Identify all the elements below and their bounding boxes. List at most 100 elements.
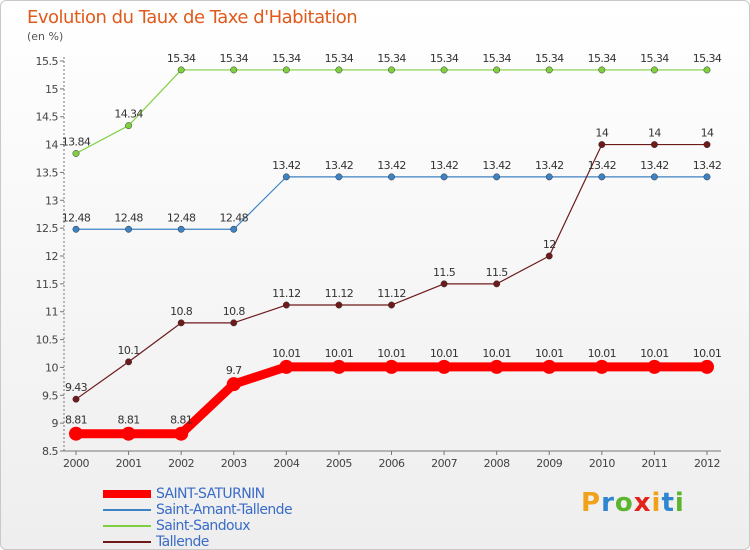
data-labels-layer: 13.84 14.34 15.34 15.34 15.34 15.34 15.34 15.34… <box>62 52 723 427</box>
x-tick-label: 2009 <box>536 457 562 470</box>
data-label: 9.7 <box>226 364 242 377</box>
legend-label: Saint-Amant-Tallende <box>156 502 293 518</box>
y-tick-label: 13 <box>45 194 58 207</box>
data-point <box>703 141 711 149</box>
x-tick-label: 2007 <box>431 457 457 470</box>
data-point <box>594 359 609 374</box>
data-label: 11.12 <box>377 287 406 300</box>
chart-title: Evolution du Taux de Taxe d'Habitation <box>27 7 358 28</box>
series-layer <box>69 66 714 441</box>
data-label: 13.84 <box>62 135 91 148</box>
data-label: 11.12 <box>272 287 301 300</box>
data-point <box>125 358 133 366</box>
data-label: 15.34 <box>693 52 722 65</box>
legend-label: Saint-Sandoux <box>156 518 251 534</box>
legend-label: Tallende <box>156 534 209 550</box>
x-tick-label: 2008 <box>484 457 510 470</box>
data-point <box>545 173 553 181</box>
data-label: 10.01 <box>325 347 354 360</box>
data-point <box>650 141 658 149</box>
y-tick-label: 14 <box>45 139 58 152</box>
y-tick-label: 11 <box>45 306 58 319</box>
y-tick-label: 10.5 <box>36 334 59 347</box>
legend-swatch <box>103 525 151 527</box>
data-point <box>650 66 658 74</box>
data-label: 13.42 <box>272 159 301 172</box>
data-label: 8.81 <box>170 414 192 427</box>
x-tick-label: 2006 <box>379 457 405 470</box>
data-point <box>598 66 606 74</box>
y-tick-label: 8.5 <box>42 445 58 458</box>
data-point <box>647 359 662 374</box>
data-point <box>72 225 80 233</box>
data-label: 15.34 <box>640 52 669 65</box>
axes: 8.5 9 9.5 10 10.5 11 11.5 12 12.5 13 13.5 14 14.5 15 1… <box>36 55 721 470</box>
data-label: 12.48 <box>62 211 91 224</box>
data-label: 12.48 <box>114 211 143 224</box>
logo-letter: P <box>581 488 602 518</box>
data-point <box>230 225 238 233</box>
data-label: 10.01 <box>693 347 722 360</box>
data-point <box>230 319 238 327</box>
series-line-saint-sandoux <box>75 69 707 155</box>
y-tick-label: 13.5 <box>36 166 59 179</box>
data-point <box>125 122 133 130</box>
data-point <box>177 225 185 233</box>
data-label: 14 <box>701 127 714 140</box>
logo-letter: t <box>661 488 675 518</box>
y-tick-label: 11.5 <box>36 278 59 291</box>
data-point <box>489 359 504 374</box>
data-label: 15.34 <box>325 52 354 65</box>
data-label: 10.01 <box>430 347 459 360</box>
data-point <box>282 301 290 309</box>
data-point <box>69 426 83 441</box>
y-tick-label: 9.5 <box>42 389 58 402</box>
y-tick-label: 15 <box>45 83 58 96</box>
data-point <box>177 66 185 74</box>
data-point <box>125 225 133 233</box>
data-label: 13.42 <box>377 159 406 172</box>
data-point <box>282 173 290 181</box>
data-point <box>177 319 185 327</box>
proxiti-logo: Proxiti <box>581 488 685 518</box>
data-label: 13.42 <box>640 159 669 172</box>
logo-letter: o <box>614 488 634 518</box>
data-label: 15.34 <box>220 52 249 65</box>
data-label: 13.42 <box>325 159 354 172</box>
data-point <box>493 280 501 288</box>
data-label: 11.5 <box>486 266 509 279</box>
data-point <box>388 173 395 181</box>
data-point <box>542 359 557 374</box>
chart-unit: (en %) <box>27 30 64 43</box>
x-tick-label: 2001 <box>116 457 142 470</box>
data-label: 10.01 <box>482 347 511 360</box>
data-label: 11.5 <box>433 266 456 279</box>
legend-swatch <box>103 541 151 543</box>
logo-letter: x <box>633 488 652 518</box>
data-label: 12 <box>543 238 556 251</box>
logo-letter: i <box>674 488 685 518</box>
data-label: 9.43 <box>65 381 88 394</box>
data-point <box>440 66 448 74</box>
data-label: 15.34 <box>535 52 564 65</box>
data-point <box>598 141 606 149</box>
data-point <box>335 173 343 181</box>
x-tick-label: 2012 <box>694 457 720 470</box>
data-label: 10.1 <box>118 344 140 357</box>
data-point <box>437 359 452 374</box>
y-tick-label: 12.5 <box>36 222 59 235</box>
data-point <box>440 280 448 288</box>
data-point <box>384 359 399 374</box>
data-label: 13.42 <box>430 159 459 172</box>
legend-swatch <box>103 509 151 511</box>
logo-letter: i <box>651 488 662 518</box>
legend-label: SAINT-SATURNIN <box>156 486 265 502</box>
data-label: 13.42 <box>588 159 617 172</box>
x-tick-label: 2000 <box>63 457 89 470</box>
data-point <box>72 395 80 403</box>
data-point <box>493 66 501 74</box>
data-point <box>650 173 658 181</box>
data-label: 13.42 <box>693 159 722 172</box>
y-tick-label: 15.5 <box>36 55 59 68</box>
